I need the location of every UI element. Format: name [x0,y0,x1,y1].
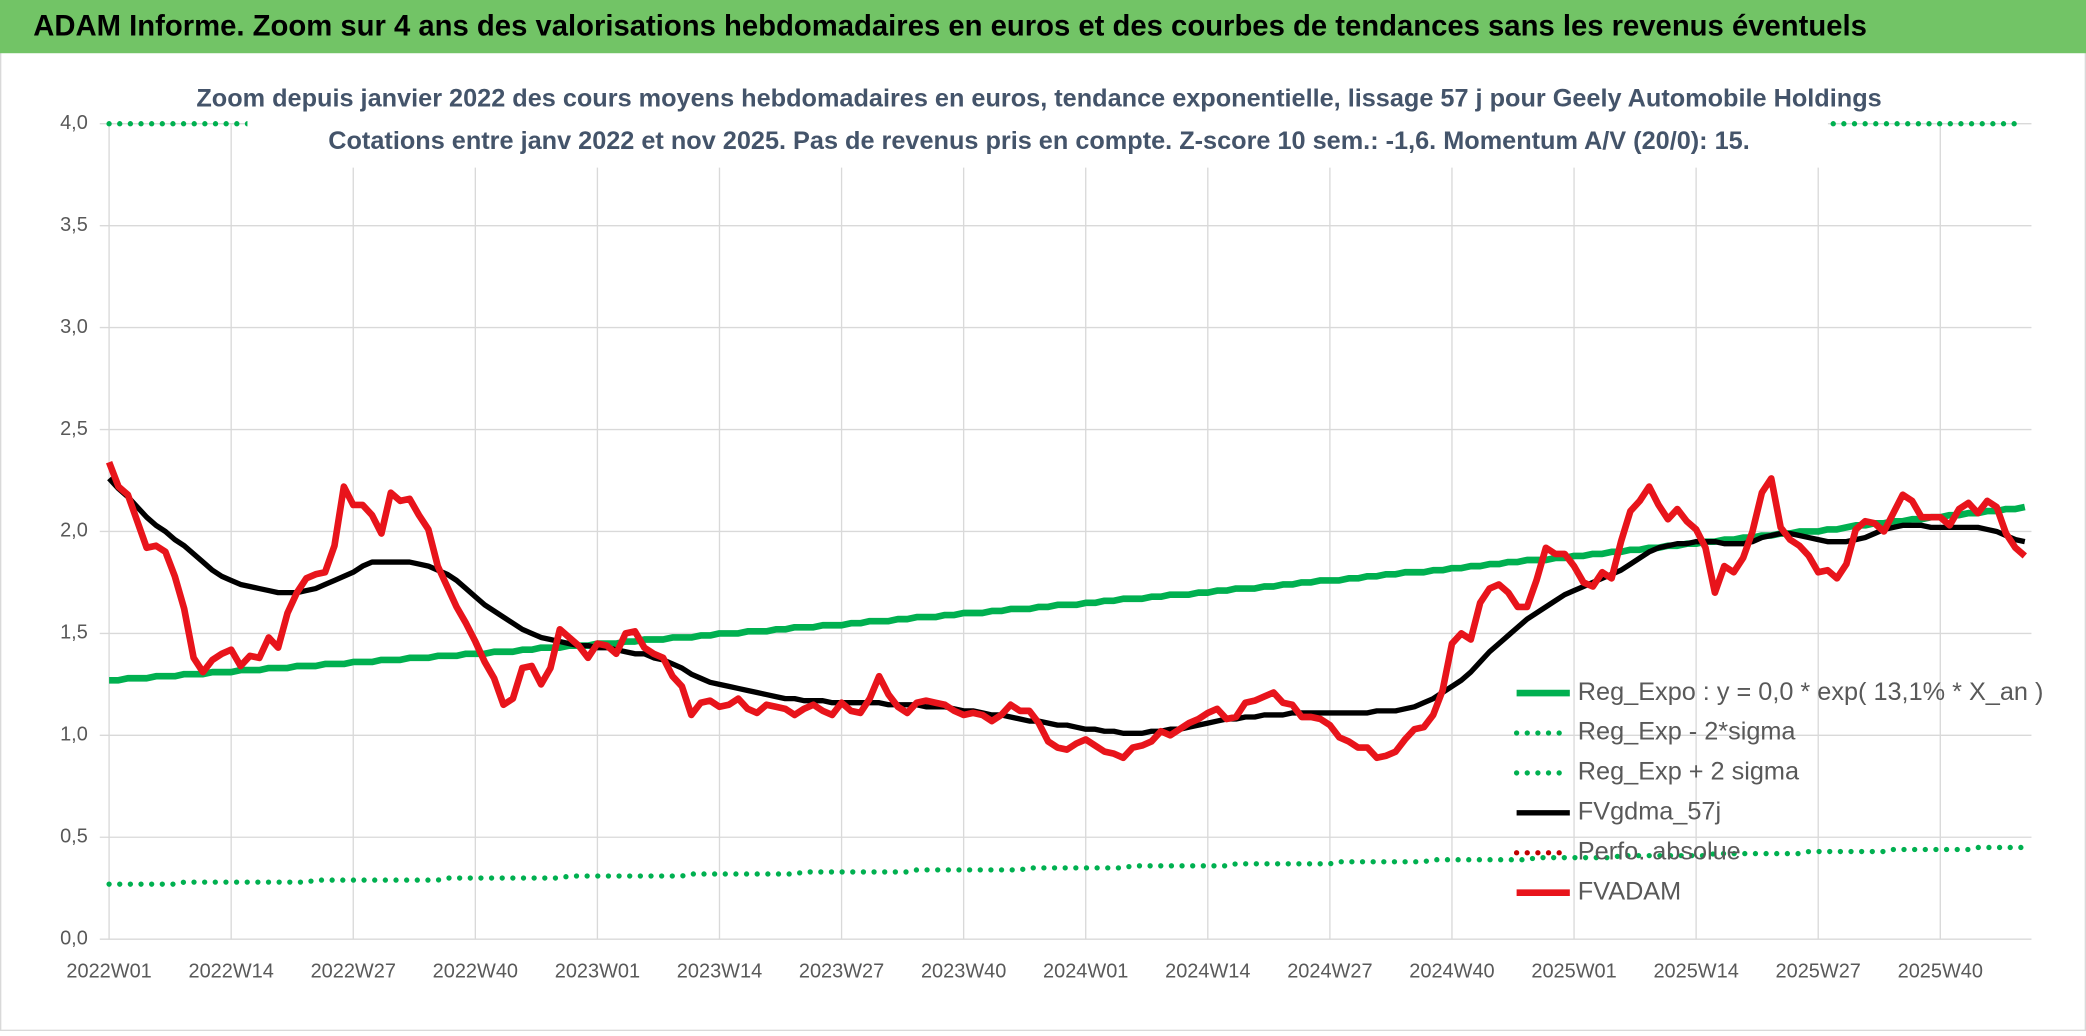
y-tick-label: 1,5 [60,622,88,644]
x-tick-label: 2022W40 [433,961,518,983]
legend-label: Reg_Expo : y = 0,0 * exp( 13,1% * X_an ) [1578,678,2044,706]
x-tick-label: 2022W14 [188,961,273,983]
chart-subtitle: Zoom depuis janvier 2022 des cours moyen… [196,84,1881,112]
x-tick-label: 2025W40 [1898,961,1983,983]
legend-label: Reg_Exp - 2*sigma [1578,718,1797,746]
x-tick-label: 2023W27 [799,961,884,983]
y-tick-label: 0,0 [60,927,88,949]
x-tick-label: 2025W01 [1531,961,1616,983]
chart-subtitle: Cotations entre janv 2022 et nov 2025. P… [328,127,1749,155]
x-tick-label: 2024W40 [1409,961,1494,983]
legend: Reg_Expo : y = 0,0 * exp( 13,1% * X_an )… [1513,678,2044,905]
x-tick-label: 2024W01 [1043,961,1128,983]
legend-label: Reg_Exp + 2 sigma [1578,758,1800,786]
legend-label: FVADAM [1578,877,1681,905]
header-title: ADAM Informe. Zoom sur 4 ans des valoris… [33,11,1867,43]
series-line [106,844,2028,887]
legend-label: FVgdma_57j [1578,797,1721,825]
x-tick-label: 2022W01 [66,961,151,983]
x-tick-label: 2024W27 [1287,961,1372,983]
x-tick-label: 2024W14 [1165,961,1250,983]
series-line [105,460,2027,762]
header-bar [0,0,2086,54]
y-tick-label: 1,0 [60,724,88,746]
x-tick-label: 2022W27 [311,961,396,983]
y-tick-label: 3,5 [60,214,88,236]
x-tick-label: 2023W14 [677,961,762,983]
y-tick-label: 0,5 [60,826,88,848]
y-tick-label: 4,0 [60,112,88,134]
x-tick-label: 2023W01 [555,961,640,983]
y-tick-label: 3,0 [60,316,88,338]
legend-label: Perfo. absolue [1578,837,1741,865]
y-tick-label: 2,5 [60,418,88,440]
x-tick-label: 2025W27 [1776,961,1861,983]
x-tick-label: 2025W14 [1653,961,1738,983]
subtitle-background [247,77,1828,168]
x-tick-label: 2023W40 [921,961,1006,983]
y-tick-label: 2,0 [60,520,88,542]
